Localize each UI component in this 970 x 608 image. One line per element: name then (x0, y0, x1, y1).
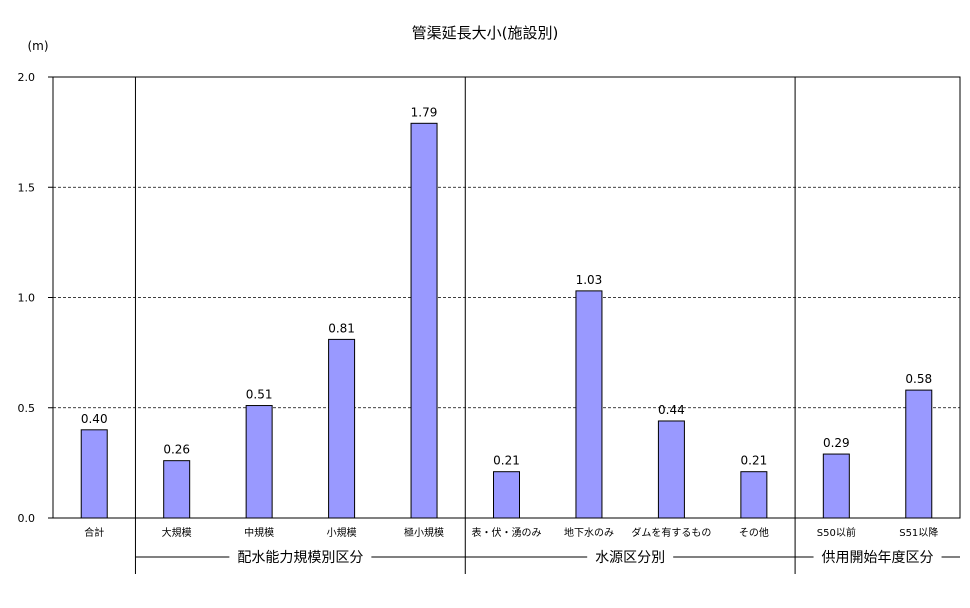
data-label: 0.58 (905, 372, 932, 386)
data-label: 1.03 (576, 273, 603, 287)
bars (80, 122, 933, 519)
axes (48, 76, 961, 574)
bar (905, 389, 933, 519)
category-label: S51以降 (899, 526, 938, 539)
bar (740, 471, 768, 519)
grid (53, 76, 960, 409)
y-tick-label: 0.0 (18, 512, 36, 525)
category-label: 小規模 (327, 527, 357, 539)
category-label: 表・伏・湧のみ (472, 526, 542, 539)
bar (328, 338, 356, 519)
bar (575, 290, 603, 519)
data-label: 0.29 (823, 436, 850, 450)
bar (245, 405, 273, 519)
category-label: S50以前 (817, 526, 856, 539)
data-label: 0.44 (658, 403, 685, 417)
y-tick-label: 0.5 (18, 402, 36, 415)
group-label: 供用開始年度区分 (822, 550, 934, 566)
bar (410, 122, 438, 519)
y-tick-label: 2.0 (18, 71, 36, 84)
y-tick-label: 1.5 (18, 181, 36, 194)
data-label: 0.21 (493, 454, 520, 468)
category-label: 大規模 (162, 526, 192, 539)
plot-area (52, 76, 961, 519)
data-label: 1.79 (411, 105, 438, 119)
y-tick-label: 1.0 (18, 292, 36, 305)
bar (657, 420, 685, 519)
bar (163, 460, 191, 519)
data-label: 0.26 (163, 443, 190, 457)
bar (80, 429, 108, 519)
data-label: 0.51 (246, 388, 273, 402)
category-label: 中規模 (244, 526, 274, 539)
group-label: 配水能力規模別区分 (237, 550, 363, 566)
data-label: 0.21 (741, 454, 768, 468)
category-label: ダムを有するもの (631, 526, 711, 539)
category-label: その他 (739, 526, 769, 539)
group-label: 水源区分別 (595, 550, 665, 566)
chart-title: 管渠延長大小(施設別) (412, 24, 559, 42)
category-label: 地下水のみ (564, 526, 614, 539)
bar (493, 471, 520, 519)
y-axis-unit: (m) (27, 39, 48, 53)
data-label: 0.40 (81, 412, 108, 426)
bar (822, 453, 850, 519)
labels: 0.0 0.5 1.0 1.5 2.0 0.40 合計 0.26 大規模 0.51 中規模 0.81 小… (18, 71, 939, 566)
data-label: 0.81 (328, 321, 355, 335)
category-label: 合計 (84, 526, 104, 539)
category-label: 極小規模 (404, 526, 444, 539)
